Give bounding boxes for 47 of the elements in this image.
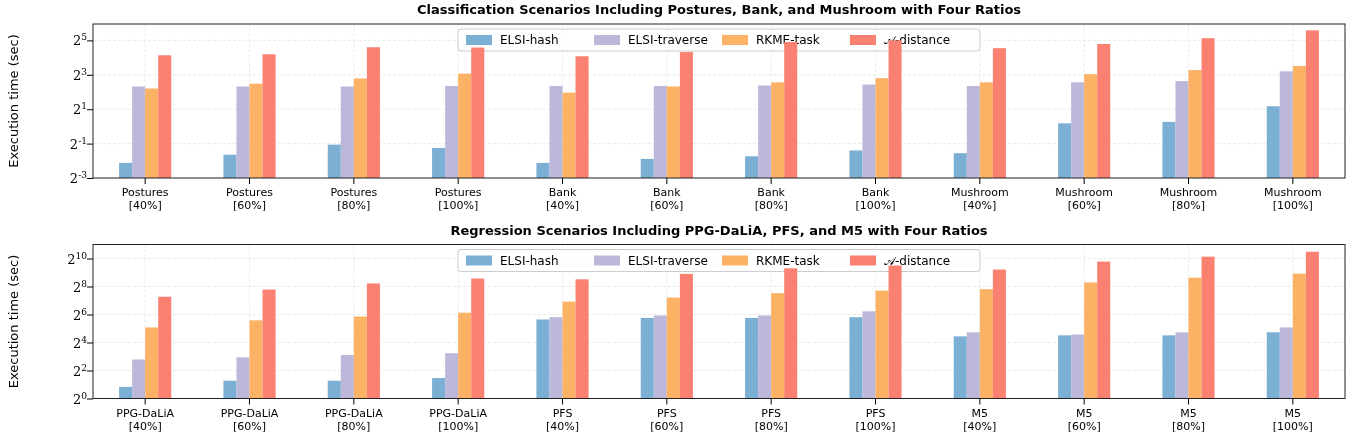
y-tick-label: 2$^{4}$ [72,334,88,351]
x-tick-label: PFS [60%] [650,406,684,433]
legend-label: ELSI-hash [500,253,559,268]
x-tick-label: Postures [100%] [434,186,482,212]
y-tick-label: 2$^{0}$ [72,390,88,407]
x-tick-label: Postures [40%] [121,186,169,212]
x-tick-label: PPG-DaLiA [80%] [324,406,384,433]
legend-label: ELSI-hash [500,33,559,47]
x-tick-label: Postures [80%] [330,186,378,212]
x-tick-label: PFS [100%] [855,406,896,433]
y-tick-label: 2$^{5}$ [72,32,88,49]
y-tick-label: 2$^{-3}$ [69,170,88,186]
x-tick-label: Bank [100%] [855,186,896,212]
x-tick-label: Mushroom [60%] [1055,186,1113,212]
y-axis-title: Execution time (sec) [6,254,21,389]
x-tick-label: Mushroom [100%] [1264,186,1322,212]
x-tick-label: M5 [100%] [1272,406,1313,433]
y-tick-label: 2$^{2}$ [72,362,87,379]
y-axis-title: Execution time (sec) [6,34,21,168]
y-tick-label: 2$^{6}$ [72,306,88,323]
x-tick-label: PPG-DaLiA [60%] [220,406,279,433]
x-tick-label: Bank [40%] [545,186,580,212]
x-tick-label: Postures [60%] [226,186,274,212]
legend-label: 𝒜-distance [884,253,951,268]
legend-label: ELSI-traverse [628,253,708,268]
chart-title: Regression Scenarios Including PPG-DaLiA, PFS, and M5 with Four Ratios [450,222,988,238]
legend-label: RKME-task [756,253,820,268]
x-tick-label: Mushroom [40%] [951,186,1009,212]
y-tick-label: 2$^{1}$ [72,101,87,118]
x-tick-label: M5 [40%] [963,406,997,433]
y-tick-label: 2$^{-1}$ [69,135,87,152]
legend-label: 𝒜-distance [884,33,951,47]
x-tick-label: Mushroom [80%] [1159,186,1218,212]
x-tick-label: PPG-DaLiA [100%] [429,406,488,433]
y-tick-label: 2$^{3}$ [72,66,88,83]
legend-label: RKME-task [756,33,820,47]
x-tick-label: M5 [60%] [1067,406,1101,433]
x-tick-label: PFS [40%] [545,406,580,433]
legend-label: ELSI-traverse [628,33,708,47]
y-tick-label: 2$^{8}$ [72,278,88,295]
chart-title: Classification Scenarios Including Postures, Bank, and Mushroom with Four Ratios [416,2,1022,17]
x-tick-label: M5 [80%] [1171,406,1206,433]
x-tick-label: PPG-DaLiA [40%] [116,406,175,433]
x-tick-label: Bank [80%] [754,186,788,212]
y-tick-label: 2$^{10}$ [67,250,88,267]
x-tick-label: PFS [80%] [754,406,788,433]
x-tick-label: Bank [60%] [650,186,684,212]
